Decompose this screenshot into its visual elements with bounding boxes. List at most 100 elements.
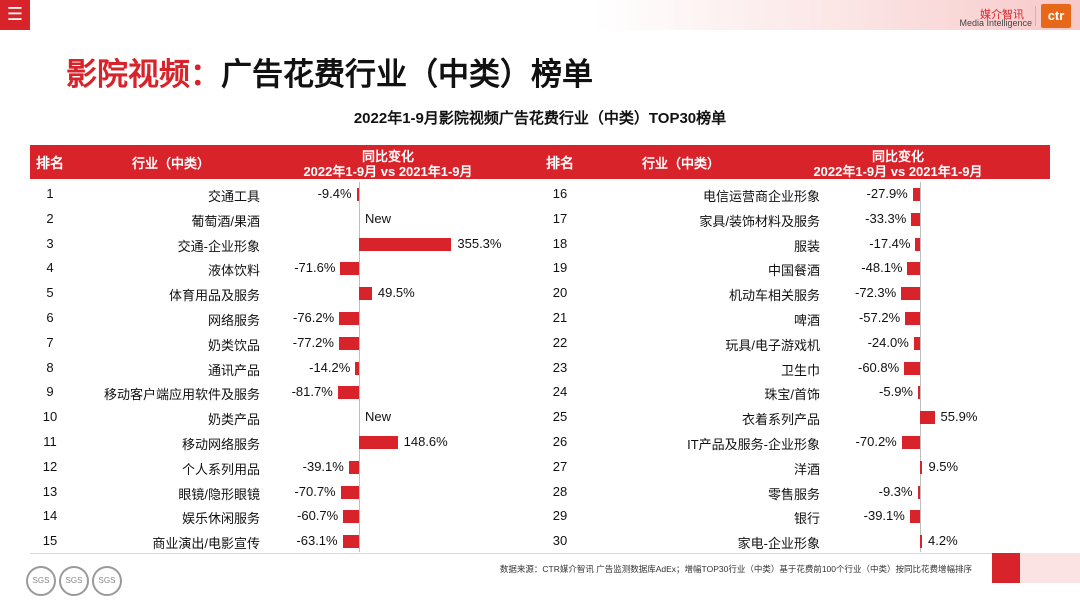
- logo-cn: 媒介智讯: [980, 9, 1024, 21]
- bar: [905, 312, 920, 325]
- table-row: 19 中国餐酒 -48.1%: [540, 256, 1050, 281]
- bar: [348, 460, 359, 474]
- bar: [915, 237, 920, 251]
- value-label: -39.1%: [302, 458, 344, 474]
- bar: [920, 535, 922, 549]
- rank-cell: 9: [46, 384, 54, 400]
- bar: [901, 287, 920, 301]
- bar: [359, 436, 398, 449]
- value-label: 49.5%: [377, 285, 415, 301]
- rank-cell: 13: [42, 483, 58, 499]
- industry-cell: 通讯产品: [207, 362, 260, 378]
- value-label: -48.1%: [861, 260, 903, 276]
- footer-accent-pink: [1020, 553, 1080, 583]
- logo-en: Media Intelligence: [959, 18, 1032, 28]
- industry-cell: 洋酒: [793, 461, 820, 477]
- bar: [340, 485, 359, 499]
- rank-cell: 19: [552, 260, 568, 276]
- table-row: 3 交通-企业形象 355.3%: [30, 232, 540, 257]
- value-label: -14.2%: [309, 359, 351, 375]
- header-industry: 行业（中类）: [642, 156, 721, 171]
- rank-cell: 21: [552, 310, 568, 325]
- rank-cell: 14: [42, 508, 58, 524]
- rank-cell: 1: [46, 186, 54, 201]
- table-row: 11 移动网络服务 148.6%: [30, 430, 540, 455]
- industry-cell: 家电-企业形象: [737, 536, 820, 552]
- industry-cell: 个人系列用品: [181, 461, 260, 477]
- table-row: 6 网络服务 -76.2%: [30, 306, 540, 331]
- value-label: 55.9%: [940, 409, 978, 425]
- industry-cell: 啤酒: [793, 313, 820, 328]
- header-change-line1: 同比变化: [361, 149, 414, 164]
- industry-cell: 奶类饮品: [207, 337, 260, 353]
- header-change-line2: 2022年1-9月 vs 2021年1-9月: [813, 164, 983, 179]
- rank-cell: 25: [552, 409, 568, 425]
- certification-badge-icon: SGS: [26, 566, 56, 596]
- certification-badge-icon: SGS: [59, 566, 89, 596]
- bar: [909, 510, 920, 524]
- value-label: New: [365, 210, 392, 226]
- logo-separator: [1035, 6, 1036, 26]
- rank-cell: 2: [46, 210, 54, 226]
- industry-cell: 中国餐酒: [767, 263, 820, 279]
- header-industry: 行业（中类）: [132, 156, 211, 171]
- table-row: 24 珠宝/首饰 -5.9%: [540, 380, 1050, 405]
- rank-cell: 5: [46, 285, 54, 301]
- industry-cell: 液体饮料: [207, 263, 260, 279]
- footer-rule: [30, 553, 1050, 554]
- rank-cell: 7: [46, 334, 54, 350]
- table-row: 7 奶类饮品 -77.2%: [30, 331, 540, 356]
- rank-cell: 12: [42, 458, 58, 474]
- industry-cell: 零售服务: [767, 486, 820, 502]
- industry-cell: 交通工具: [207, 189, 260, 204]
- menu-icon[interactable]: ☰: [0, 0, 30, 30]
- industry-cell: 玩具/电子游戏机: [725, 337, 820, 353]
- rank-cell: 23: [552, 359, 568, 375]
- industry-cell: 珠宝/首饰: [764, 387, 820, 403]
- value-label: -71.6%: [294, 260, 336, 276]
- value-label: 4.2%: [928, 533, 958, 549]
- bar: [912, 188, 920, 201]
- industry-cell: 移动客户端应用软件及服务: [103, 387, 260, 403]
- value-label: -77.2%: [292, 334, 334, 350]
- value-label: 9.5%: [928, 458, 959, 474]
- bar: [337, 386, 359, 400]
- bar: [904, 361, 920, 375]
- rank-cell: 16: [552, 186, 568, 201]
- table-row: 29 银行 -39.1%: [540, 504, 1050, 529]
- rank-cell: 30: [552, 533, 568, 549]
- value-label: -81.7%: [291, 384, 333, 400]
- value-label: -57.2%: [858, 310, 901, 325]
- table-row: 26 IT产品及服务-企业形象 -70.2%: [540, 430, 1050, 455]
- table-row: 12 个人系列用品 -39.1%: [30, 455, 540, 480]
- value-label: -27.9%: [866, 186, 908, 201]
- table-row: 17 家具/装饰材料及服务 -33.3%: [540, 207, 1050, 232]
- page-title: 影院视频：广告花费行业（中类）榜单: [66, 49, 593, 94]
- table-row: 9 移动客户端应用软件及服务 -81.7%: [30, 380, 540, 405]
- bar: [907, 262, 920, 276]
- bar: [359, 237, 452, 251]
- footer-accent-red: [992, 553, 1020, 583]
- industry-cell: 衣着系列产品: [741, 412, 820, 428]
- bar: [356, 188, 359, 201]
- table-row: 5 体育用品及服务 49.5%: [30, 281, 540, 306]
- bar: [917, 485, 920, 499]
- table-row: 20 机动车相关服务 -72.3%: [540, 281, 1050, 306]
- industry-cell: 体育用品及服务: [168, 288, 260, 304]
- table-row: 1 交通工具 -9.4%: [30, 182, 540, 207]
- rank-cell: 26: [552, 434, 568, 449]
- table-row: 23 卫生巾 -60.8%: [540, 356, 1050, 381]
- rank-cell: 15: [42, 533, 58, 549]
- industry-cell: 机动车相关服务: [728, 288, 820, 304]
- industry-cell: 娱乐休闲服务: [181, 511, 260, 527]
- table-header-left: 排名 行业（中类） 同比变化 2022年1-9月 vs 2021年1-9月: [30, 145, 540, 179]
- value-label: New: [365, 409, 392, 425]
- bar: [913, 336, 920, 350]
- chart-title: 2022年1-9月影院视频广告花费行业（中类）TOP30榜单: [353, 110, 727, 127]
- header-rank: 排名: [546, 155, 574, 171]
- rank-cell: 24: [552, 384, 568, 400]
- rank-cell: 8: [46, 359, 54, 375]
- page-title-part2: 广告花费行业（中类）榜单: [221, 57, 593, 92]
- bar: [342, 535, 359, 549]
- bar: [920, 411, 935, 425]
